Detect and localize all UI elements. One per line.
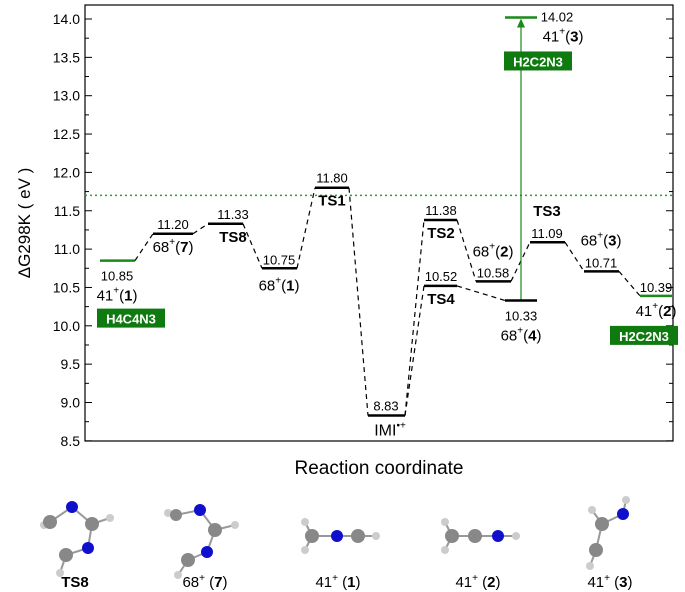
level-value: 8.83	[373, 399, 398, 414]
energy-level-683: 10.71 68+(3)	[581, 230, 622, 273]
level-value: 10.85	[101, 269, 134, 284]
y-tick-label: 14.0	[53, 11, 80, 27]
connector-dashed	[456, 285, 506, 302]
formula-badge-text: H4C4N3	[106, 312, 156, 327]
connector-dashed	[564, 241, 585, 272]
level-name: 41+(3)	[543, 26, 584, 45]
connector-dashed	[456, 219, 477, 282]
energy-level-TS4: 10.52 TS4	[424, 269, 457, 308]
level-name: 68+(3)	[581, 230, 622, 249]
level-name: 68+(1)	[259, 275, 300, 294]
level-name: TS8	[219, 229, 247, 246]
structure-ts8	[40, 501, 114, 577]
x-axis-label: Reaction coordinate	[295, 458, 464, 479]
level-name: TS4	[427, 291, 455, 308]
level-value: 11.38	[425, 203, 457, 218]
level-name: IMI•+	[374, 421, 406, 440]
level-value: 10.71	[585, 255, 618, 270]
structure-41-2	[441, 518, 520, 554]
energy-level-IMI: 8.83 IMI•+	[368, 399, 406, 440]
connector-dashed	[348, 187, 369, 416]
structure-label-68-7: 68+ (7)	[182, 573, 227, 591]
energy-level-682: 10.58 68+(2)	[473, 241, 514, 283]
y-tick-label: 9.5	[61, 356, 81, 372]
y-tick-label: 9.0	[61, 395, 81, 411]
energy-chart: ΔG298K ( eV ) 8.5 9.0 9.5 10.0 10.5 11.0 11.5 1…	[15, 4, 678, 479]
structure-41-3	[586, 496, 630, 570]
level-name: TS1	[318, 193, 346, 210]
level-name: 68+(2)	[473, 241, 514, 260]
energy-level-TS3: 11.09 TS3	[530, 203, 565, 244]
level-value: 11.33	[217, 207, 249, 222]
connector-dashed	[296, 187, 316, 269]
connector-dashed	[404, 219, 425, 416]
level-value: 10.33	[505, 308, 538, 323]
level-value: 11.80	[316, 171, 348, 186]
connector-dashed	[404, 285, 425, 416]
structure-label-ts8: TS8	[61, 574, 89, 591]
structure-label-41-3: 41+ (3)	[587, 573, 632, 591]
formula-badge-text: H2C2N3	[619, 329, 669, 344]
level-name: 41+(1)	[97, 286, 138, 305]
connector-dashed	[134, 233, 154, 261]
energy-level-684: 10.33 68+(4)	[501, 299, 542, 344]
level-name: TS3	[533, 203, 561, 220]
y-tick-label: 11.5	[54, 203, 80, 219]
connector-dashed	[618, 270, 641, 297]
level-value: 14.02	[541, 9, 574, 24]
energy-level-681: 10.75 68+(1)	[259, 252, 300, 294]
y-tick-label: 12.0	[53, 164, 80, 180]
energy-level-412: 10.39 41+(2) H2C2N3	[610, 280, 678, 345]
level-value: 10.75	[263, 252, 296, 267]
connector-dashed	[242, 223, 263, 269]
level-value: 10.39	[640, 280, 673, 295]
arrow-head	[517, 18, 525, 28]
level-value: 10.58	[477, 265, 510, 280]
energy-level-411: 10.85 41+(1) H4C4N3	[97, 259, 165, 328]
energy-level-TS1: 11.80 TS1	[315, 171, 349, 210]
structure-41-1	[301, 518, 380, 554]
level-value: 10.52	[425, 269, 458, 284]
structure-68-7	[164, 504, 239, 579]
formula-badge-text: H2C2N3	[513, 54, 563, 69]
y-tick-label: 8.5	[61, 433, 81, 449]
level-name: 68+(4)	[501, 325, 542, 344]
energy-level-687: 11.20 68+(7)	[153, 217, 194, 256]
level-value: 11.09	[531, 226, 563, 241]
energy-level-413: 14.02 41+(3) H2C2N3	[504, 9, 584, 71]
structure-label-41-2: 41+ (2)	[455, 573, 500, 591]
y-tick-label: 11.0	[54, 241, 80, 257]
formula-badge	[97, 308, 165, 328]
structure-label-41-1: 41+ (1)	[315, 573, 360, 591]
level-value: 11.20	[157, 217, 189, 232]
y-axis-label: ΔG298K ( eV )	[15, 168, 34, 279]
energy-level-TS2: 11.38 TS2	[424, 203, 457, 242]
connector-dashed	[192, 223, 209, 235]
formula-badge	[610, 325, 678, 345]
y-tick-label: 13.0	[53, 88, 80, 104]
plot-frame	[84, 4, 674, 442]
y-tick-label: 10.0	[53, 318, 80, 334]
molecular-structures: TS8 68+ (7) 41+ (1) 41+ (2) 41+ (3)	[40, 496, 633, 591]
level-name: TS2	[427, 225, 455, 242]
y-tick-label: 13.5	[53, 49, 80, 65]
level-name: 41+(2)	[636, 301, 677, 320]
energy-level-TS8: 11.33 TS8	[208, 207, 249, 246]
y-tick-label: 12.5	[53, 126, 80, 142]
formula-badge	[504, 51, 572, 71]
level-name: 68+(7)	[153, 237, 194, 256]
y-tick-label: 10.5	[53, 279, 80, 295]
